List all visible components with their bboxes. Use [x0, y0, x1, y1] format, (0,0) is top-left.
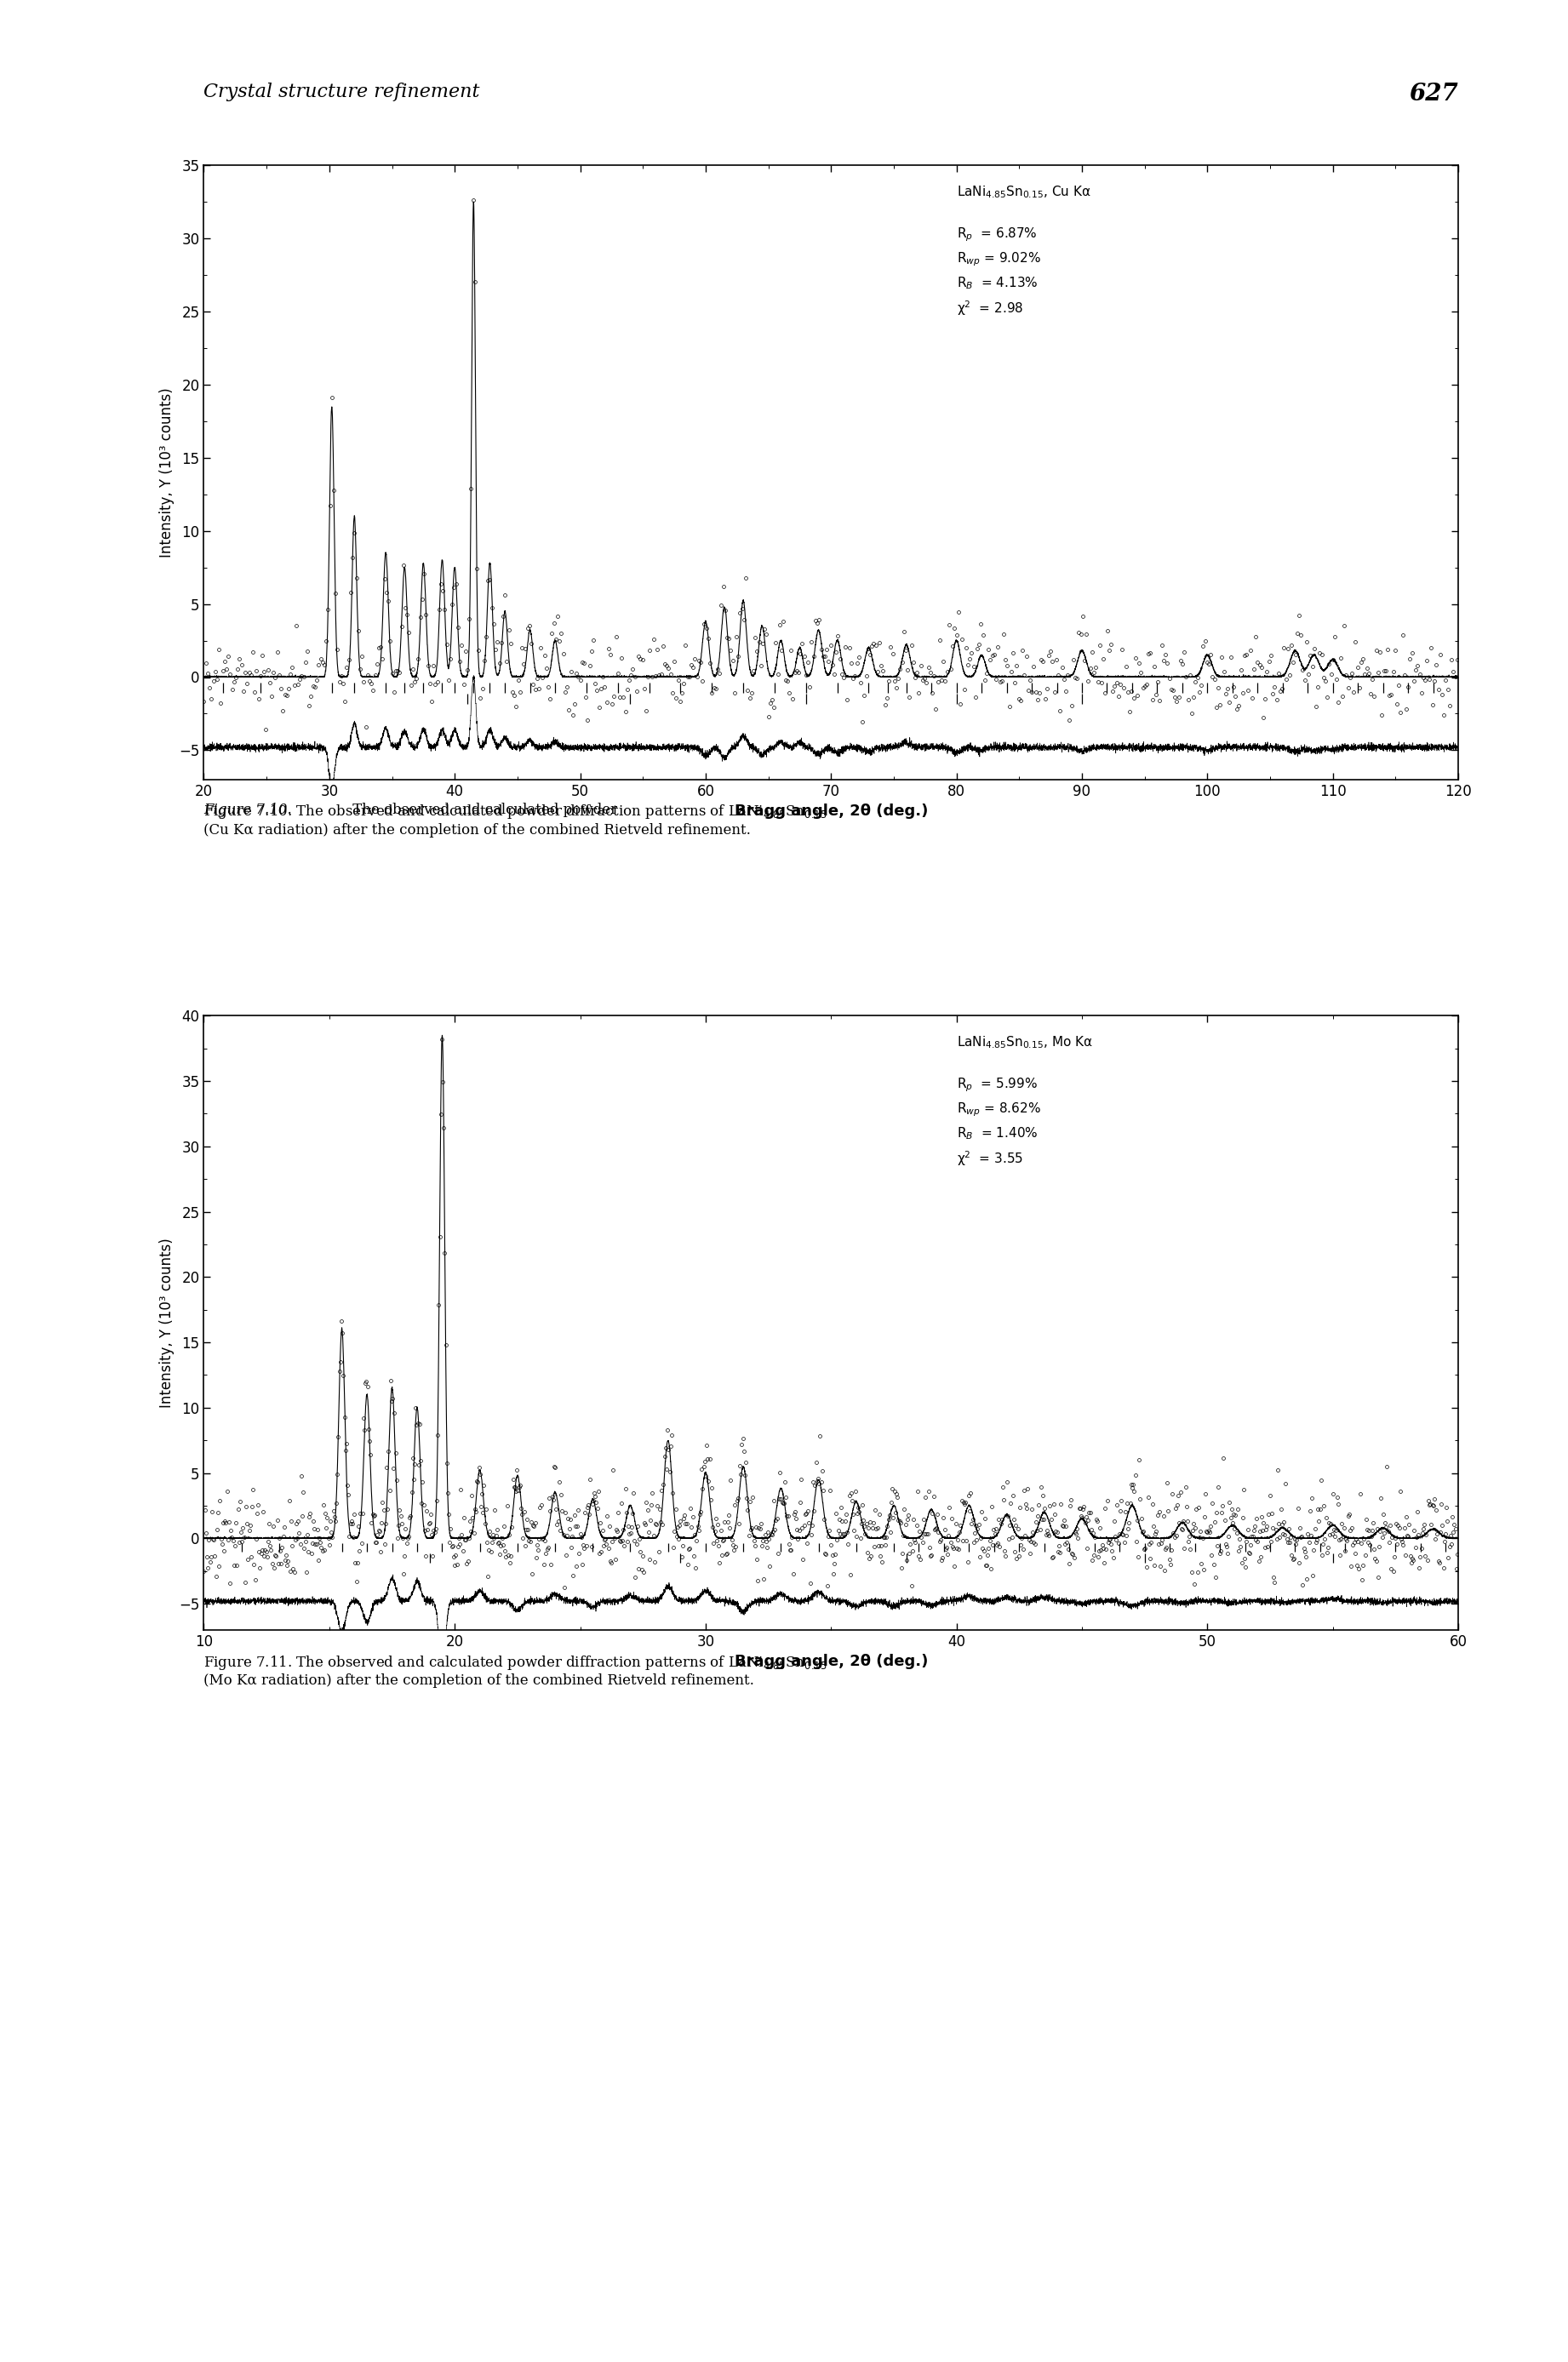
Text: LaNi$_{4.85}$Sn$_{0.15}$, Cu Kα

R$_p$  = 6.87%
R$_{wp}$ = 9.02%
R$_B$  = 4.13%
: LaNi$_{4.85}$Sn$_{0.15}$, Cu Kα R$_p$ = … [956, 184, 1091, 319]
X-axis label: Bragg angle, 2θ (deg.): Bragg angle, 2θ (deg.) [734, 803, 928, 820]
Text: 627: 627 [1410, 83, 1458, 106]
Y-axis label: Intensity, Y (10³ counts): Intensity, Y (10³ counts) [158, 387, 174, 557]
Text: LaNi$_{4.85}$Sn$_{0.15}$, Mo Kα

R$_p$  = 5.99%
R$_{wp}$ = 8.62%
R$_B$  = 1.40%
: LaNi$_{4.85}$Sn$_{0.15}$, Mo Kα R$_p$ = … [956, 1035, 1093, 1169]
Text: Figure 7.10. The observed and calculated powder diffraction patterns of LaNi$_{4: Figure 7.10. The observed and calculated… [204, 803, 828, 839]
Text: The observed and calculated powder: The observed and calculated powder [348, 803, 621, 817]
Y-axis label: Intensity, Y (10³ counts): Intensity, Y (10³ counts) [158, 1238, 174, 1408]
Text: Figure 7.10.: Figure 7.10. [204, 803, 292, 817]
X-axis label: Bragg angle, 2θ (deg.): Bragg angle, 2θ (deg.) [734, 1653, 928, 1670]
Text: Figure 7.11. The observed and calculated powder diffraction patterns of LaNi$_{4: Figure 7.11. The observed and calculated… [204, 1653, 828, 1689]
Text: Crystal structure refinement: Crystal structure refinement [204, 83, 480, 102]
